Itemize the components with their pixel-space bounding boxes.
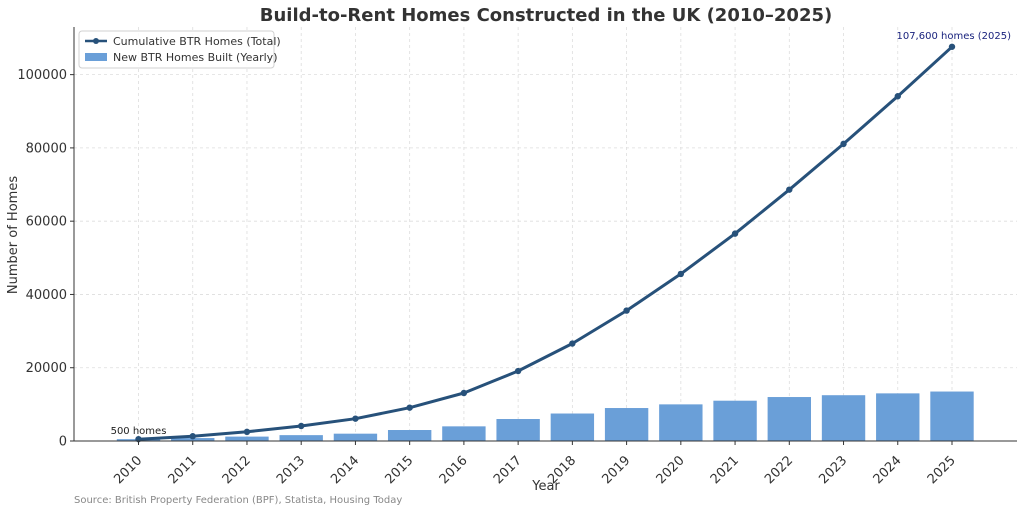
legend: Cumulative BTR Homes (Total) New BTR Hom… [78,30,281,69]
line-series [135,43,956,443]
x-tick-label-2012: 2012 [220,453,254,487]
bar-2019 [604,408,649,441]
x-tick-label-2016: 2016 [437,453,471,487]
point-2020 [677,270,685,278]
bar-2024 [876,393,920,441]
point-2017 [514,367,522,375]
annotation-1: 107,600 homes (2025) [896,31,1011,42]
x-tick-label-2023: 2023 [816,453,850,487]
x-tick-label-2019: 2019 [599,453,633,487]
point-2013 [298,422,305,430]
bar-2025 [930,391,974,441]
annotation-0: 500 homes [111,426,167,437]
bar-2021 [713,400,757,441]
legend-line-marker [93,38,99,44]
bar-2017 [496,419,540,441]
point-2015 [406,404,413,411]
point-2014 [352,415,359,422]
x-tick-label-2024: 2024 [871,453,905,487]
bar-2015 [387,430,432,441]
point-2025 [948,43,956,50]
x-tick-label-2015: 2015 [382,453,416,487]
point-2024 [894,93,901,100]
point-2019 [623,307,630,314]
point-2022 [786,186,793,193]
legend-bar-swatch [85,53,107,61]
x-tick-label-2014: 2014 [328,453,362,487]
grid [74,27,1017,442]
y-tick-label-0: 0 [59,435,67,450]
point-2011 [189,433,196,440]
annotations: 500 homes 107,600 homes (2025) [111,31,1012,437]
bar-2014 [333,433,378,441]
x-axis-label: Year [531,479,560,494]
x-tick-label-2025: 2025 [925,453,959,487]
bar-2022 [767,397,811,441]
y-axis-label: Number of Homes [6,176,21,294]
x-tick-label-2022: 2022 [762,453,796,487]
bar-2012 [225,436,269,441]
legend-box [78,30,275,69]
point-2021 [731,230,739,237]
y-tick-label-2: 40000 [26,288,67,303]
x-tick-label-2013: 2013 [274,453,308,487]
axes [73,27,1017,442]
bar-series [116,391,974,441]
bar-2016 [442,426,486,441]
source-note: Source: British Property Federation (BPF… [74,495,402,506]
point-2016 [460,389,468,397]
bar-2020 [659,404,703,441]
y-tick-label-3: 60000 [26,215,67,230]
point-2018 [569,340,576,347]
bar-2018 [550,413,595,441]
x-tick-label-2010: 2010 [111,453,145,487]
point-2012 [243,428,251,436]
x-tick-label-2011: 2011 [166,453,200,487]
legend-label-yearly: New BTR Homes Built (Yearly) [113,51,277,64]
bar-2011 [171,438,215,441]
y-tick-label-1: 20000 [26,361,67,376]
bar-2013 [279,435,323,441]
x-tick-label-2017: 2017 [491,453,525,487]
point-2023 [840,140,847,148]
chart-title: Build-to-Rent Homes Constructed in the U… [260,5,832,26]
x-tick-label-2021: 2021 [708,453,742,487]
y-ticks: 0 20000 40000 60000 80000 100000 [17,68,74,450]
legend-label-cumulative: Cumulative BTR Homes (Total) [113,35,281,48]
cumulative-line [138,45,954,441]
bar-2023 [821,395,866,441]
y-tick-label-4: 80000 [26,141,67,156]
x-tick-label-2020: 2020 [654,453,688,487]
y-tick-label-5: 100000 [17,68,67,83]
